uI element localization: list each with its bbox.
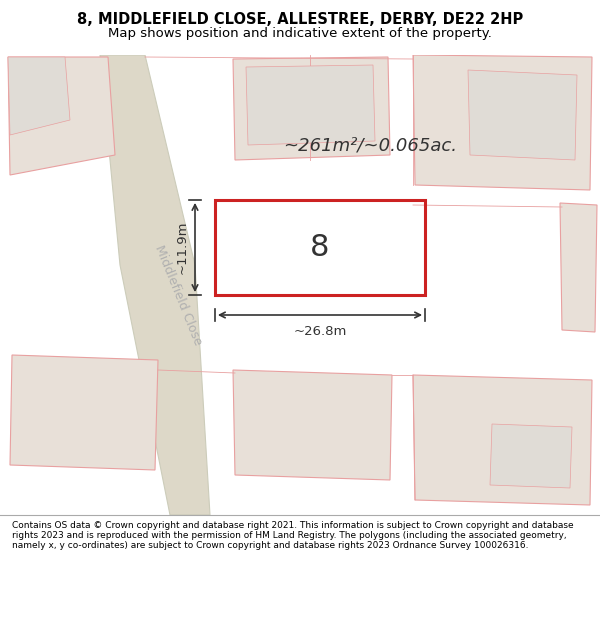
Text: ~26.8m: ~26.8m	[293, 325, 347, 338]
Text: Map shows position and indicative extent of the property.: Map shows position and indicative extent…	[108, 27, 492, 39]
Text: 8: 8	[310, 233, 330, 262]
Polygon shape	[8, 57, 115, 175]
Text: ~11.9m: ~11.9m	[176, 221, 189, 274]
Polygon shape	[233, 370, 392, 480]
Polygon shape	[100, 55, 210, 515]
Polygon shape	[8, 57, 70, 135]
Polygon shape	[490, 424, 572, 488]
Polygon shape	[468, 70, 577, 160]
Text: ~261m²/~0.065ac.: ~261m²/~0.065ac.	[283, 136, 457, 154]
Polygon shape	[10, 355, 158, 470]
Text: Middlefield Close: Middlefield Close	[152, 243, 204, 347]
Polygon shape	[246, 65, 375, 145]
Text: Contains OS data © Crown copyright and database right 2021. This information is : Contains OS data © Crown copyright and d…	[12, 521, 574, 550]
Text: 8, MIDDLEFIELD CLOSE, ALLESTREE, DERBY, DE22 2HP: 8, MIDDLEFIELD CLOSE, ALLESTREE, DERBY, …	[77, 12, 523, 27]
Polygon shape	[413, 55, 592, 190]
Polygon shape	[413, 375, 592, 505]
Polygon shape	[233, 57, 390, 160]
Polygon shape	[560, 203, 597, 332]
